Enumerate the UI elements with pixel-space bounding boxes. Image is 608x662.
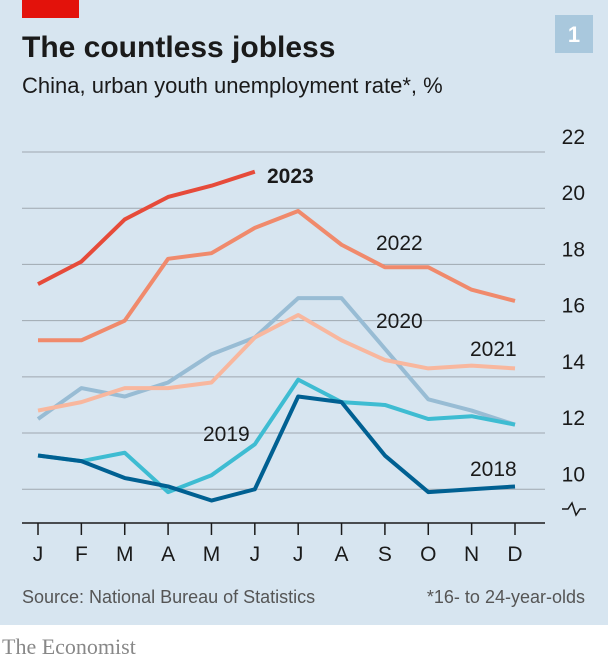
- series-line: [36, 296, 516, 427]
- x-tick-label: F: [75, 543, 88, 566]
- x-tick-label: S: [378, 543, 392, 566]
- x-tick-label: A: [335, 543, 349, 566]
- footer-band: [0, 625, 608, 662]
- source: Source: National Bureau of Statistics: [22, 587, 315, 607]
- series-line: [37, 394, 516, 503]
- tag: 1: [568, 22, 580, 47]
- series-label: 2023: [267, 165, 314, 188]
- y-tick-label: 22: [562, 126, 585, 149]
- x-tick-label: J: [33, 543, 44, 566]
- series-label: 2019: [203, 423, 250, 446]
- chart-title: The countless jobless: [22, 31, 335, 64]
- series-label: 2021: [470, 338, 517, 361]
- x-tick-label: D: [507, 543, 522, 566]
- brand: The Economist: [2, 634, 136, 659]
- x-tick-label: M: [116, 543, 134, 566]
- red-tag: [22, 0, 79, 18]
- axis-break: [562, 501, 586, 517]
- y-tick-label: 12: [562, 407, 585, 430]
- y-tick-label: 16: [562, 295, 585, 318]
- series-label: 2018: [470, 458, 517, 481]
- footnote: *16- to 24-year-olds: [427, 587, 585, 607]
- series-label: 2022: [376, 232, 423, 255]
- x-tick-label: M: [203, 543, 221, 566]
- x-tick-label: O: [420, 543, 436, 566]
- series-line: [37, 169, 256, 286]
- x-tick-label: A: [161, 543, 175, 566]
- y-tick-label: 18: [562, 238, 585, 261]
- subtitle: China, urban youth unemployment rate*, %: [22, 73, 443, 98]
- x-tick-label: J: [250, 543, 261, 566]
- series-line: [37, 313, 516, 413]
- series-label: 2020: [376, 310, 423, 333]
- x-tick-label: N: [464, 543, 479, 566]
- series-line: [37, 377, 516, 495]
- series-line: [38, 209, 516, 343]
- y-tick-label: 20: [562, 182, 585, 205]
- tag-box: [555, 15, 593, 53]
- y-tick-label: 14: [562, 351, 586, 374]
- y-tick-label: 10: [562, 463, 585, 486]
- x-tick-label: J: [293, 543, 304, 566]
- background: [0, 0, 608, 625]
